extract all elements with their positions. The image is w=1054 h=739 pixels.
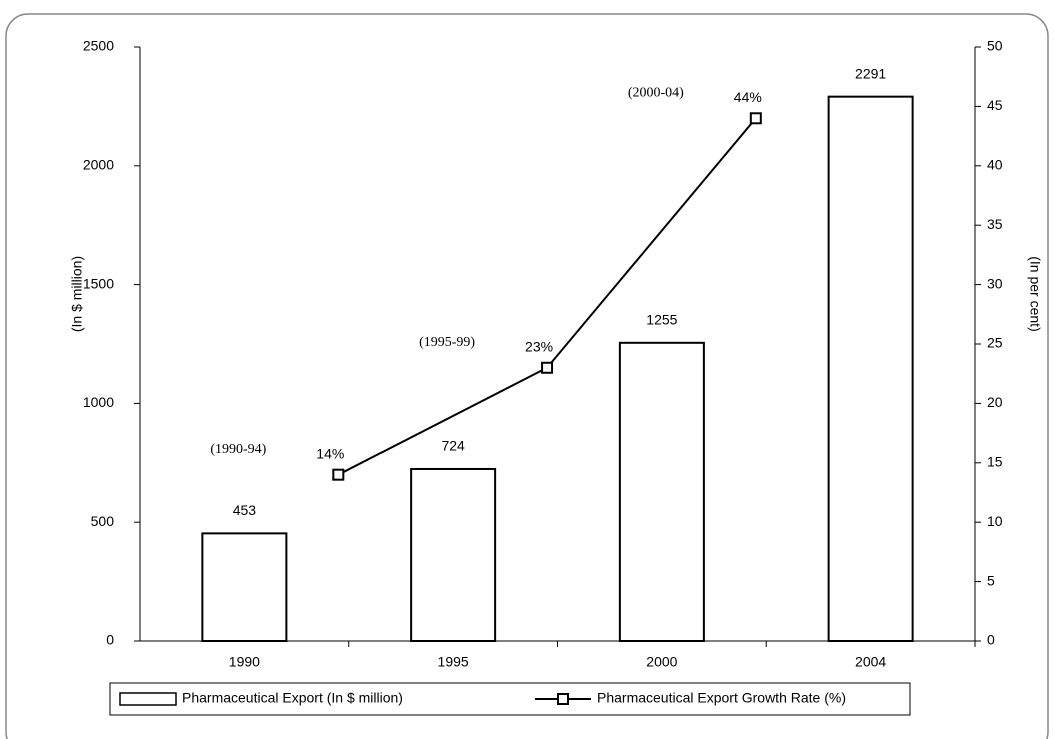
- y-tick-label: 1500: [83, 275, 114, 291]
- legend-swatch: [119, 692, 177, 706]
- y2-tick-label: 5: [987, 572, 995, 588]
- y-tick-label: 2000: [83, 157, 114, 173]
- line-value-label: 44%: [734, 89, 762, 105]
- line-value-label: 14%: [316, 445, 344, 461]
- bar: [201, 532, 288, 642]
- y2-tick-label: 45: [987, 97, 1003, 113]
- y2-tick-label: 30: [987, 275, 1003, 291]
- frame: [5, 13, 1049, 739]
- legend-label: Pharmaceutical Export Growth Rate (%): [597, 690, 846, 706]
- y-tick-label: 0: [106, 632, 114, 648]
- y2-tick-label: 20: [987, 394, 1003, 410]
- legend-marker: [557, 693, 569, 705]
- x-tick-label: 1990: [229, 654, 260, 670]
- x-tick-label: 2000: [646, 654, 677, 670]
- bar: [618, 341, 705, 642]
- legend-box: [109, 682, 911, 716]
- legend-label: Pharmaceutical Export (In $ million): [182, 690, 403, 706]
- bar-value-label: 2291: [855, 65, 886, 81]
- y-tick-label: 1000: [83, 394, 114, 410]
- period-label: (2000-04): [628, 85, 684, 100]
- bar: [410, 467, 497, 642]
- y2-tick-label: 0: [987, 632, 995, 648]
- line-marker: [332, 468, 345, 481]
- y-tick-label: 500: [91, 513, 115, 529]
- y2-tick-label: 25: [987, 335, 1003, 351]
- line-marker: [749, 112, 762, 125]
- y2-tick-label: 10: [987, 513, 1003, 529]
- x-tick-label: 2004: [855, 654, 886, 670]
- line-value-label: 23%: [525, 338, 553, 354]
- y2-axis-label: (In per cent): [1027, 256, 1043, 331]
- y-axis-label: (In $ million): [69, 256, 85, 332]
- x-tick-label: 1995: [438, 654, 469, 670]
- y-tick-label: 2500: [83, 38, 114, 54]
- y2-tick-label: 15: [987, 454, 1003, 470]
- bar-value-label: 1255: [646, 312, 677, 328]
- line-marker: [541, 361, 554, 374]
- period-label: (1990-94): [210, 442, 266, 457]
- y2-tick-label: 50: [987, 38, 1003, 54]
- y2-tick-label: 35: [987, 216, 1003, 232]
- y2-tick-label: 40: [987, 157, 1003, 173]
- bar-value-label: 724: [441, 438, 465, 454]
- bar-value-label: 453: [233, 502, 257, 518]
- bar: [827, 95, 914, 643]
- period-label: (1995-99): [419, 335, 475, 350]
